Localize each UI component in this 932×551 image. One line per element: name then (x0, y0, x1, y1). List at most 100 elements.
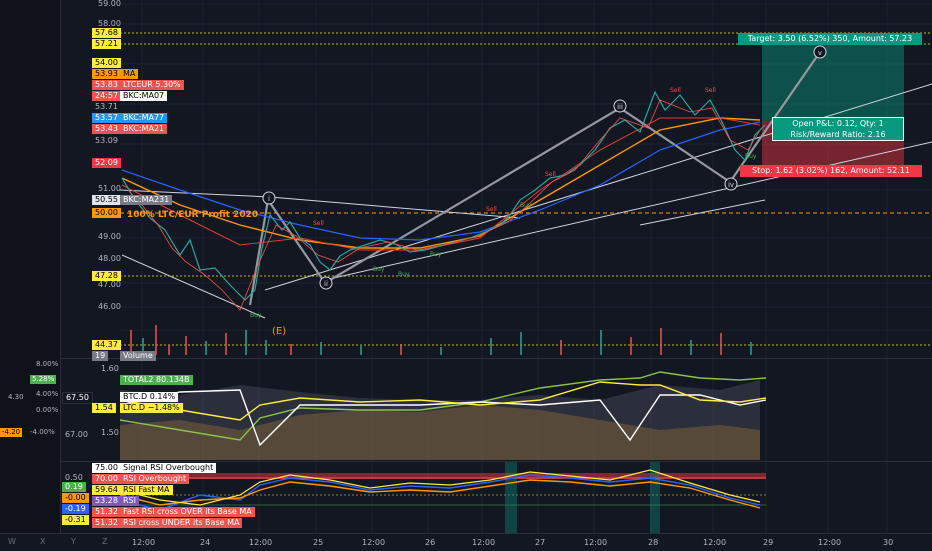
pane-divider[interactable] (60, 358, 932, 359)
rsi-fast-ma (119, 479, 761, 509)
tag-57-68: 57.68 (92, 28, 121, 38)
tick-47: 47.00 (98, 280, 121, 289)
buy-signal: Buy (745, 153, 757, 160)
time-label: 12:00 (362, 538, 386, 547)
tick-1-60: 1.60 (101, 364, 119, 373)
stat-5pct: 5.28% (30, 375, 57, 384)
stat-4-30: 4.30 (8, 393, 24, 401)
rsi-75-value: 75.00 (92, 463, 121, 473)
pnl-line: Open P&L: 0.12, Qty: 1 (792, 119, 884, 128)
time-label: 12:00 (132, 538, 156, 547)
time-label: 28 (648, 538, 659, 547)
rsi-cross-over-value: 51.32 (92, 507, 121, 517)
elliott-wave-path (248, 51, 821, 306)
ltc-line (119, 381, 767, 421)
stat-minus-4-20: -4.20 (0, 428, 23, 437)
tick-0-19: 0.19 (62, 482, 86, 492)
sell-signal: Sell (545, 171, 556, 178)
buy-signal: Buy (373, 266, 385, 273)
btc-dominance-area (120, 405, 760, 460)
tick-51: 51.00 (98, 184, 121, 193)
stat-4pct: 4.00% (36, 390, 59, 398)
rsi-line (119, 474, 761, 511)
tag-53-71: 53.71 (95, 102, 118, 111)
ltc-value: 1.54 (92, 403, 116, 413)
rsi-label: RSI (120, 496, 139, 506)
tool-x[interactable]: X (40, 537, 46, 546)
tick-49: 49.00 (98, 232, 121, 241)
tag-53-93: 53.93 (92, 69, 121, 79)
time-label: 12:00 (249, 538, 273, 547)
rsi-cross-under-label: RSI cross UNDER its Base MA (120, 518, 243, 528)
tick-0-50: 0.50 (65, 473, 83, 482)
time-label: 30 (883, 538, 894, 547)
tool-w[interactable]: W (8, 537, 16, 546)
rsi-cross-over-label: Fast RSI cross OVER its Base MA (120, 507, 255, 517)
tag-53-43: 53.43 (92, 124, 121, 134)
tick-1-50: 1.50 (101, 428, 119, 437)
time-label: 29 (763, 538, 774, 547)
candles (121, 90, 766, 311)
tick-minus-0-00: -0.00 (62, 493, 89, 503)
pnl-box[interactable]: Open P&L: 0.12, Qty: 1 Risk/Reward Ratio… (772, 117, 904, 141)
tick-46: 46.00 (98, 302, 121, 311)
volume-value: 19 (92, 351, 109, 361)
tag-44-37: 44.37 (92, 340, 121, 350)
time-label: 12:00 (584, 538, 608, 547)
tick-67: 67.00 (65, 430, 88, 439)
wave-i-label: i (268, 195, 270, 203)
rsi-75-label: Signal RSI Overbought (120, 463, 217, 473)
stop-label[interactable]: Stop: 1.62 (3.02%) 162, Amount: 52.11 (740, 165, 922, 177)
tick-minus-0-31: -0.31 (62, 515, 89, 525)
stat-8pct: 8.00% (36, 360, 59, 368)
wave-ii-label: ii (324, 280, 328, 288)
time-label: 12:00 (703, 538, 727, 547)
tool-y[interactable]: Y (71, 537, 76, 546)
time-label: 12:00 (472, 538, 496, 547)
label-bkcma07: BKC:MA07 (120, 91, 168, 101)
time-label: 24 (200, 538, 211, 547)
rsi-fast-value: 59.64 (92, 485, 121, 495)
tag-50-00: 50.00 (92, 208, 121, 218)
ma-orange (121, 117, 761, 249)
tag-52-09: 52.09 (92, 158, 121, 168)
wave-v-label: v (818, 49, 822, 57)
total2-label: TOTAL2 80.134B (120, 375, 193, 385)
risk-reward-line: Risk/Reward Ratio: 2.16 (790, 130, 886, 139)
buy-signal: Buy (520, 202, 532, 209)
time-label: 25 (313, 538, 324, 547)
btc-value: 67.50 (62, 392, 93, 404)
sell-signal: Sell (670, 87, 681, 94)
target-zone (762, 42, 904, 121)
sell-signal: Sell (486, 206, 497, 213)
tag-24-57: 24:57 (92, 91, 122, 101)
tag-53-83: 53.83 (92, 80, 121, 90)
label-bkcma21: BKC:MA21 (120, 124, 168, 134)
tag-50-55: 50.55 (92, 195, 121, 205)
buy-signal: Buy (250, 312, 262, 319)
tick-59: 59.00 (98, 0, 121, 8)
ma-blue (121, 121, 761, 241)
buy-signal: Buy (398, 271, 410, 278)
rsi-value: 53.28 (92, 496, 121, 506)
sell-signal: Sell (313, 220, 324, 227)
rsi-fast-label: RSI Fast MA (120, 485, 173, 495)
tag-53-09: 53.09 (95, 136, 118, 145)
tag-54-00: 54.00 (92, 58, 121, 68)
tool-z[interactable]: Z (102, 537, 108, 546)
tick-58: 58.00 (98, 19, 121, 28)
target-label[interactable]: Target: 3.50 (6.52%) 350, Amount: 57.23 (738, 33, 922, 45)
label-ltceur: LTCEUR 5.30% (120, 80, 184, 90)
wave-markers (262, 45, 827, 290)
volume-label: Volume (120, 351, 156, 361)
buy-signal: Buy (430, 251, 442, 258)
time-label: 27 (535, 538, 546, 547)
tag-47-28: 47.28 (92, 271, 121, 281)
stat-minus-4pct: -4.00% (30, 428, 55, 436)
time-label: 12:00 (818, 538, 842, 547)
tick-minus-0-19: -0.19 (62, 504, 89, 514)
bottom-toolbar: W X Y Z (0, 533, 932, 551)
pane-divider[interactable] (60, 461, 932, 462)
sell-signal: Sell (705, 87, 716, 94)
wave-e-label: (E) (272, 326, 286, 337)
